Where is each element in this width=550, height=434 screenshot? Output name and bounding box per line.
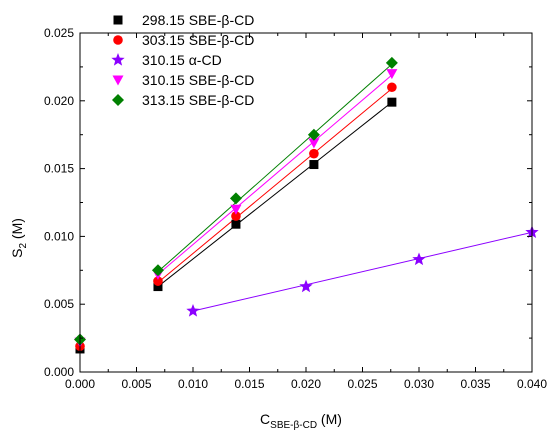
x-tick-label: 0.015 <box>234 377 264 391</box>
fit-line-series-4 <box>157 63 393 273</box>
data-point-series-2-1 <box>299 279 313 293</box>
x-axis-title: CSBE-β-CD (M) <box>260 411 342 431</box>
x-tick-label: 0.000 <box>65 377 95 391</box>
data-point-series-1-3 <box>309 148 319 159</box>
fit-line-series-1 <box>157 88 393 283</box>
data-point-series-0-4 <box>387 97 397 107</box>
legend-marker-0 <box>113 15 123 25</box>
data-point-series-0-2 <box>231 219 241 229</box>
data-point-series-4-3 <box>307 128 320 141</box>
legend: 298.15 SBE-β-CD 303.15 SBE-β-CD 310.15 α-C… <box>111 12 254 108</box>
x-tick-label: 0.005 <box>121 377 151 391</box>
data-point-series-1-1 <box>153 276 163 286</box>
data-point-series-3-3 <box>308 138 320 149</box>
x-tick-label: 0.035 <box>460 377 490 391</box>
legend-marker-3 <box>112 75 124 86</box>
x-tick-label: 0.020 <box>291 377 321 391</box>
x-tick-label: 0.025 <box>347 377 377 391</box>
y-axis-title: S2 (M) <box>9 218 29 258</box>
data-point-series-0-3 <box>309 160 319 170</box>
data-point-series-3-4 <box>386 69 398 80</box>
legend-label-4: 313.15 SBE-β-CD <box>142 92 254 108</box>
x-tick-label: 0.030 <box>404 377 434 391</box>
legend-label-1: 303.15 SBE-β-CD <box>142 32 254 48</box>
fit-lines <box>157 63 533 312</box>
legend-label-2: 310.15 α-CD <box>142 52 222 68</box>
data-point-series-1-4 <box>387 82 397 93</box>
legend-marker-1 <box>113 35 123 45</box>
y-tick-label: 0.005 <box>44 297 74 311</box>
legend-label-3: 310.15 SBE-β-CD <box>142 72 254 88</box>
data-point-series-2-2 <box>412 252 426 266</box>
data-point-series-0-1 <box>153 282 163 292</box>
fit-line-series-0 <box>157 101 393 287</box>
legend-label-0: 298.15 SBE-β-CD <box>142 12 254 28</box>
x-tick-label: 0.040 <box>517 377 547 391</box>
legend-marker-2 <box>111 53 125 66</box>
axes: 0.000 0.005 0.010 0.015 0.020 0.025 0.030 0.035… <box>44 26 547 391</box>
data-point-series-4-4 <box>385 56 398 69</box>
y-tick-label: 0.000 <box>44 365 74 379</box>
data-point-series-4-2 <box>229 192 242 205</box>
fit-line-series-3 <box>157 74 393 275</box>
data-point-series-1-2 <box>231 211 241 221</box>
data-point-series-4-1 <box>151 264 164 277</box>
y-tick-label: 0.010 <box>44 229 74 243</box>
y-tick-label: 0.020 <box>44 94 74 108</box>
data-point-series-3-2 <box>230 204 242 215</box>
fit-line-series-2 <box>192 231 533 312</box>
legend-marker-4 <box>112 94 124 106</box>
data-point-series-2-0 <box>186 303 200 317</box>
y-tick-label: 0.015 <box>44 162 74 176</box>
x-tick-label: 0.010 <box>178 377 208 391</box>
y-tick-label: 0.025 <box>44 26 74 40</box>
